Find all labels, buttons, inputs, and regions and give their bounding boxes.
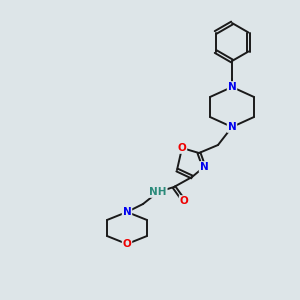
Text: NH: NH [149, 187, 167, 197]
Text: N: N [228, 122, 236, 132]
Text: O: O [123, 239, 131, 249]
Text: O: O [178, 143, 186, 153]
Text: N: N [228, 82, 236, 92]
Text: O: O [180, 196, 188, 206]
Text: N: N [123, 207, 131, 217]
Text: N: N [200, 162, 208, 172]
